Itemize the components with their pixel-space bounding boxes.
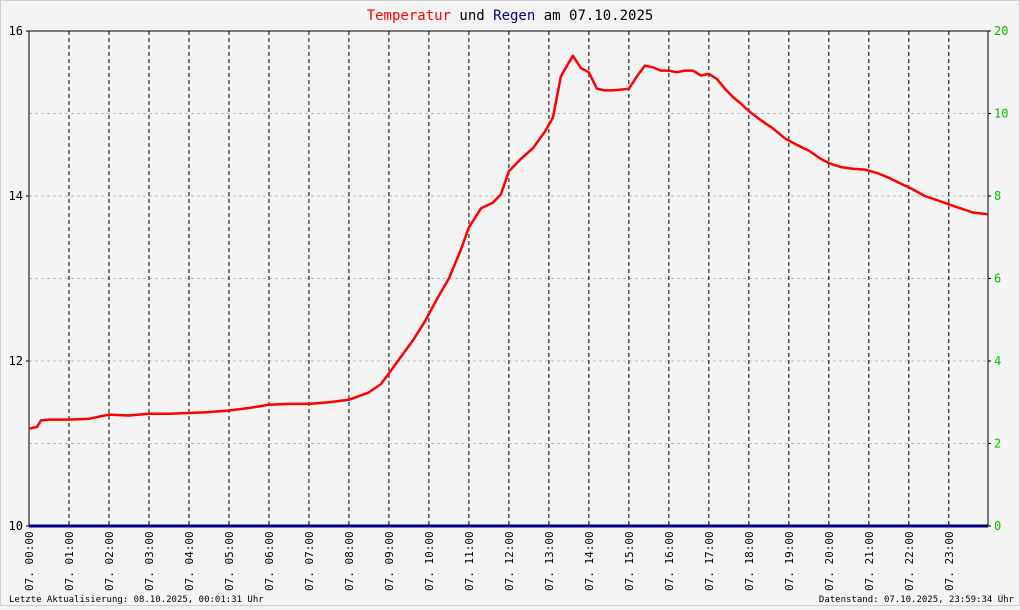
y2-tick-label: 6 (994, 272, 1001, 286)
x-tick-label: 07. 09:00 (383, 531, 396, 591)
x-tick-label: 07. 07:00 (303, 531, 316, 591)
x-tick-label: 07. 15:00 (623, 531, 636, 591)
axes (26, 30, 991, 527)
x-tick-label: 07. 04:00 (183, 531, 196, 591)
x-tick-label: 07. 08:00 (343, 531, 356, 591)
x-tick-label: 07. 11:00 (463, 531, 476, 591)
x-tick-label: 07. 02:00 (103, 531, 116, 591)
x-tick-label: 07. 13:00 (543, 531, 556, 591)
x-tick-label: 07. 06:00 (263, 531, 276, 591)
y-tick-label: 10 (9, 519, 23, 533)
temperature-line (28, 54, 989, 430)
grid (29, 31, 988, 526)
y2-tick-label: 2 (994, 437, 1001, 451)
y2-tick-label: 8 (994, 189, 1001, 203)
title-regen: Regen (493, 8, 535, 24)
title-date: am 07.10.2025 (535, 8, 653, 24)
footer-data-status: Datenstand: 07.10.2025, 23:59:34 Uhr (819, 595, 1015, 605)
y-tick-label: 14 (9, 189, 23, 203)
series-layer (28, 54, 989, 528)
x-tick-label: 07. 12:00 (503, 531, 516, 591)
x-tick-label: 07. 10:00 (423, 531, 436, 591)
y-tick-label: 16 (9, 24, 23, 38)
x-tick-label: 07. 16:00 (663, 531, 676, 591)
x-tick-label: 07. 22:00 (903, 531, 916, 591)
x-tick-label: 07. 19:00 (783, 531, 796, 591)
title-temperatur: Temperatur (367, 8, 451, 24)
footer-last-update: Letzte Aktualisierung: 08.10.2025, 00:01… (9, 595, 264, 605)
y2-tick-label: 10 (994, 107, 1008, 121)
tick-labels: 10 12 14 16 0 2 4 6 8 10 20 07. 00:00 07. 01:00 07. 0… (9, 24, 1009, 591)
x-tick-label: 07. 17:00 (703, 531, 716, 591)
x-tick-label: 07. 23:00 (943, 531, 956, 591)
x-tick-label: 07. 05:00 (223, 531, 236, 591)
x-tick-label: 07. 20:00 (823, 531, 836, 591)
x-tick-label: 07. 01:00 (63, 531, 76, 591)
x-tick-label: 07. 00:00 (23, 531, 36, 591)
chart-title: Temperatur und Regen am 07.10.2025 (367, 8, 654, 24)
y2-tick-label: 0 (994, 519, 1001, 533)
x-tick-label: 07. 03:00 (143, 531, 156, 591)
title-und: und (451, 8, 493, 24)
x-tick-label: 07. 14:00 (583, 531, 596, 591)
y2-tick-label: 4 (994, 354, 1001, 368)
y2-tick-label: 20 (994, 24, 1008, 38)
x-tick-label: 07. 21:00 (863, 531, 876, 591)
x-tick-label: 07. 18:00 (743, 531, 756, 591)
y-tick-label: 12 (9, 354, 23, 368)
